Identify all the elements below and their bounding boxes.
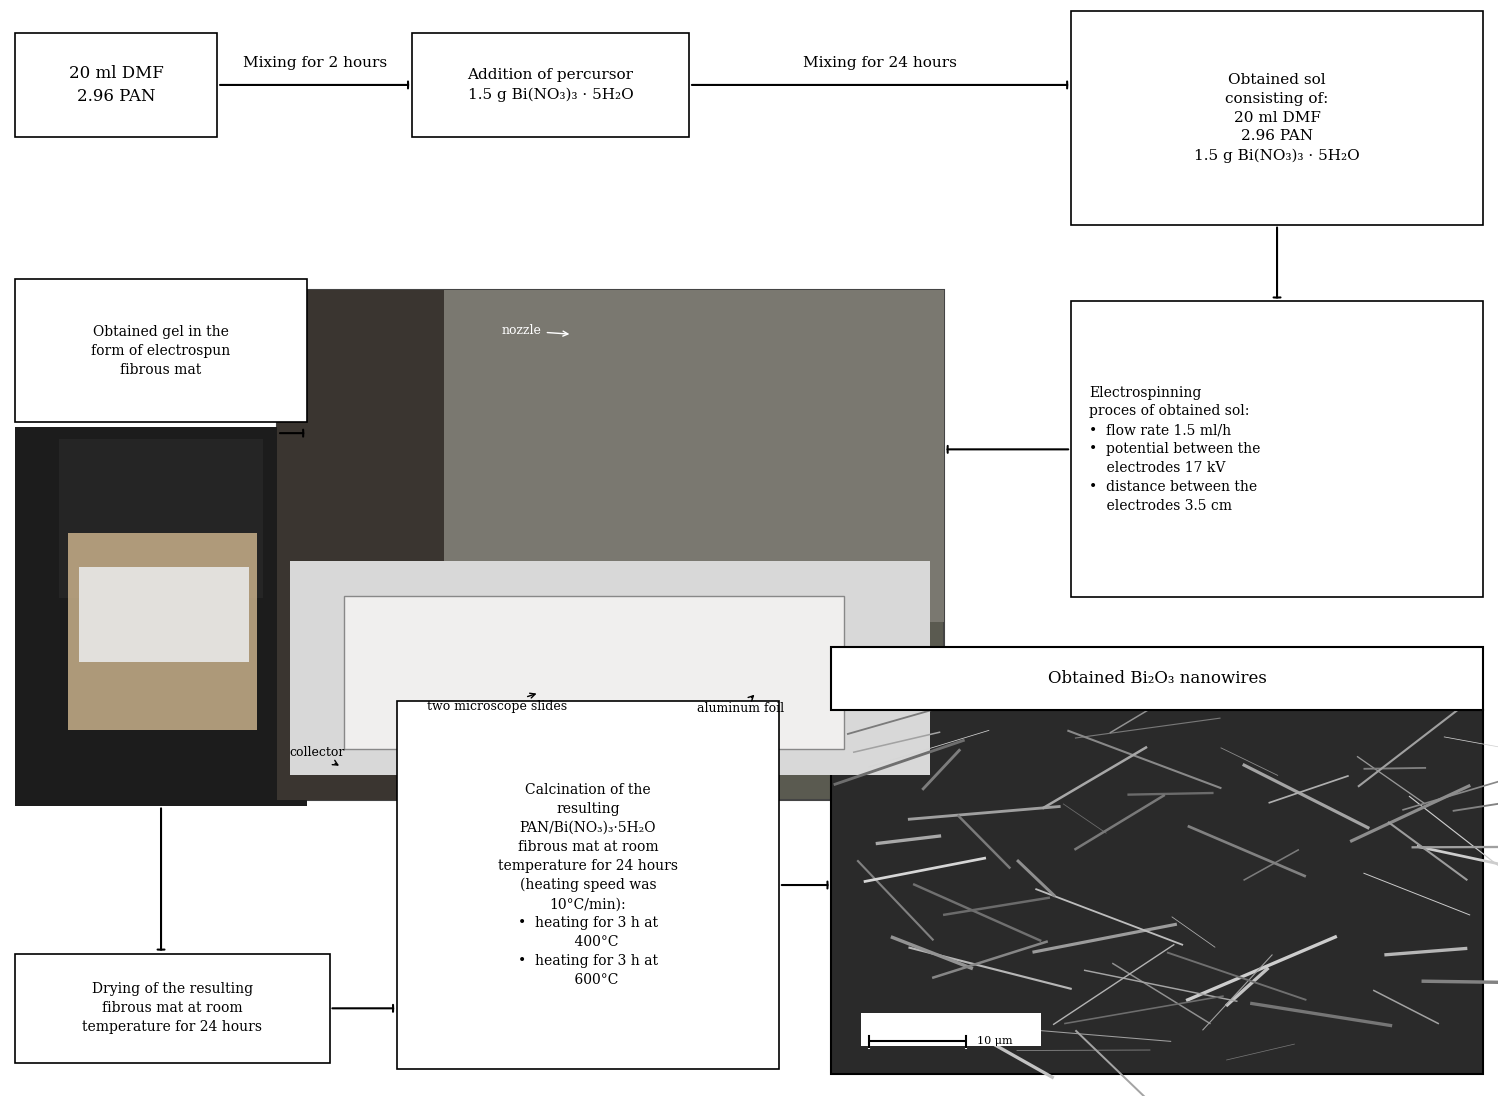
Text: Calcination of the
resulting
PAN/Bi(NO₃)₃·5H₂O
fibrous mat at room
temperature f: Calcination of the resulting PAN/Bi(NO₃)…: [497, 783, 679, 987]
FancyBboxPatch shape: [1071, 11, 1483, 225]
Text: nozzle: nozzle: [502, 324, 568, 338]
FancyBboxPatch shape: [277, 290, 443, 800]
FancyBboxPatch shape: [15, 33, 217, 137]
Text: Obtained gel in the
form of electrospun
fibrous mat: Obtained gel in the form of electrospun …: [91, 324, 231, 377]
FancyBboxPatch shape: [15, 279, 307, 422]
FancyBboxPatch shape: [58, 438, 264, 597]
FancyBboxPatch shape: [443, 290, 944, 621]
Text: Obtained Bi₂O₃ nanowires: Obtained Bi₂O₃ nanowires: [1047, 670, 1267, 687]
Text: Obtained sol
consisting of:
20 ml DMF
2.96 PAN
1.5 g Bi(NO₃)₃ · 5H₂O: Obtained sol consisting of: 20 ml DMF 2.…: [1194, 72, 1360, 163]
FancyBboxPatch shape: [831, 647, 1483, 710]
Text: 10 μm: 10 μm: [977, 1036, 1013, 1047]
FancyBboxPatch shape: [343, 596, 843, 750]
Text: aluminum foil: aluminum foil: [697, 696, 783, 716]
FancyBboxPatch shape: [412, 33, 689, 137]
Text: Addition of percursor
1.5 g Bi(NO₃)₃ · 5H₂O: Addition of percursor 1.5 g Bi(NO₃)₃ · 5…: [467, 68, 634, 102]
Text: Mixing for 2 hours: Mixing for 2 hours: [243, 56, 386, 70]
FancyBboxPatch shape: [277, 290, 944, 800]
FancyBboxPatch shape: [67, 534, 258, 730]
FancyBboxPatch shape: [831, 710, 1483, 1074]
Text: collector: collector: [289, 746, 345, 765]
FancyBboxPatch shape: [291, 560, 930, 775]
Text: two microscope slides: two microscope slides: [427, 694, 568, 713]
FancyBboxPatch shape: [397, 701, 779, 1069]
FancyBboxPatch shape: [15, 954, 330, 1063]
Text: Drying of the resulting
fibrous mat at room
temperature for 24 hours: Drying of the resulting fibrous mat at r…: [82, 982, 262, 1035]
Text: Mixing for 24 hours: Mixing for 24 hours: [803, 56, 957, 70]
Text: Electrospinning
proces of obtained sol:
•  flow rate 1.5 ml/h
•  potential betwe: Electrospinning proces of obtained sol: …: [1089, 386, 1260, 513]
FancyBboxPatch shape: [861, 1013, 1041, 1046]
FancyBboxPatch shape: [15, 427, 307, 806]
FancyBboxPatch shape: [1071, 301, 1483, 597]
FancyBboxPatch shape: [79, 568, 249, 662]
Text: 20 ml DMF
2.96 PAN: 20 ml DMF 2.96 PAN: [69, 65, 163, 105]
